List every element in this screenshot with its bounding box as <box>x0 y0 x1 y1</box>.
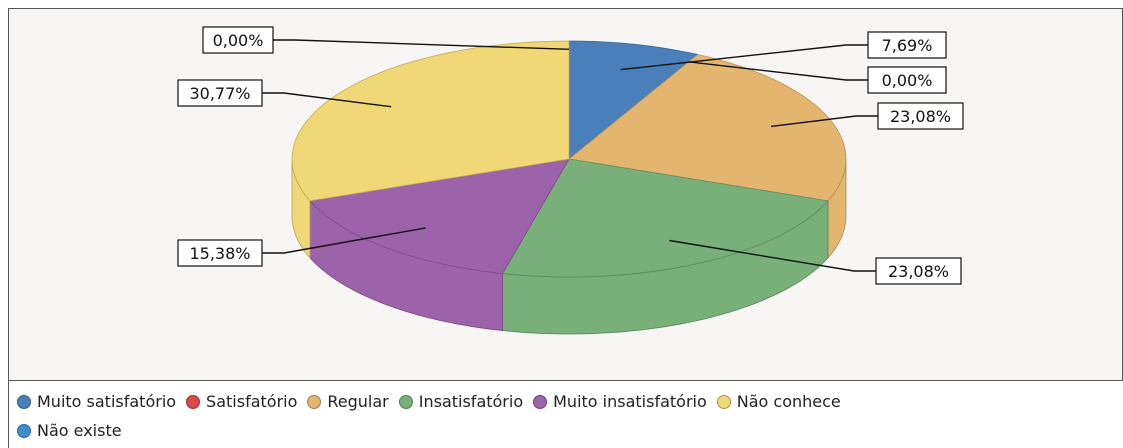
leader-line-nao-conhece <box>262 92 392 108</box>
legend-label-insatisfatorio: Insatisfatório <box>418 392 524 411</box>
data-label-box-satisfatorio <box>867 66 947 94</box>
data-label-box-muito-insatisfatorio <box>177 239 263 267</box>
data-label-box-insatisfatorio <box>875 257 962 285</box>
pie-slice-muito-insatisfatorio <box>309 158 570 274</box>
legend-label-satisfatorio: Satisfatório <box>206 392 298 411</box>
legend-item-insatisfatorio: Insatisfatório <box>398 392 524 411</box>
legend-swatch-muito-satisfatorio <box>17 394 31 409</box>
leader-line-insatisfatorio <box>669 239 876 272</box>
legend-swatch-nao-conhece <box>716 394 731 409</box>
legend: Muito satisfatório Satisfatório Regular … <box>8 381 1123 448</box>
pie-slice-muito-satisfatorio <box>568 40 699 160</box>
data-label-muito-insatisfatorio: 15,38% <box>189 244 250 263</box>
legend-item-nao-existe: Não existe <box>17 421 122 440</box>
pie-slice-insatisfatorio <box>501 158 829 278</box>
legend-swatch-insatisfatorio <box>398 394 413 409</box>
data-label-box-nao-conhece <box>177 79 263 107</box>
leader-line-nao-existe <box>273 39 570 50</box>
legend-swatch-satisfatorio <box>186 394 201 409</box>
data-label-muito-satisfatorio: 7,69% <box>882 36 933 55</box>
legend-label-muito-insatisfatorio: Muito insatisfatório <box>553 392 707 411</box>
legend-label-nao-conhece: Não conhece <box>736 392 841 411</box>
legend-item-regular: Regular <box>307 392 389 411</box>
data-label-box-nao-existe <box>202 26 274 54</box>
legend-row-2: Não existe <box>17 416 1123 445</box>
data-label-box-regular <box>877 102 964 130</box>
data-label-insatisfatorio: 23,08% <box>888 262 949 281</box>
legend-swatch-nao-existe <box>17 423 31 438</box>
data-label-regular: 23,08% <box>890 107 951 126</box>
data-label-nao-conhece: 30,77% <box>189 84 250 103</box>
legend-swatch-regular <box>307 394 322 409</box>
legend-item-nao-conhece: Não conhece <box>716 392 841 411</box>
leader-line-satisfatorio <box>688 61 868 81</box>
leader-line-regular <box>770 115 878 128</box>
legend-label-muito-satisfatorio: Muito satisfatório <box>37 392 177 411</box>
data-label-satisfatorio: 0,00% <box>882 71 933 90</box>
leader-line-muito-insatisfatorio <box>262 227 426 254</box>
legend-item-muito-satisfatorio: Muito satisfatório <box>17 392 176 411</box>
data-label-nao-existe: 0,00% <box>213 31 264 50</box>
data-label-box-muito-satisfatorio <box>867 31 947 59</box>
pie-slice-nao-conhece <box>291 40 570 202</box>
legend-item-muito-insatisfatorio: Muito insatisfatório <box>533 392 707 411</box>
legend-item-satisfatorio: Satisfatório <box>186 392 297 411</box>
leader-line-muito-satisfatorio <box>620 44 868 71</box>
legend-label-regular: Regular <box>327 392 389 411</box>
legend-label-nao-existe: Não existe <box>37 421 122 440</box>
legend-swatch-muito-insatisfatorio <box>533 394 548 409</box>
legend-row-1: Muito satisfatório Satisfatório Regular … <box>17 387 1123 416</box>
